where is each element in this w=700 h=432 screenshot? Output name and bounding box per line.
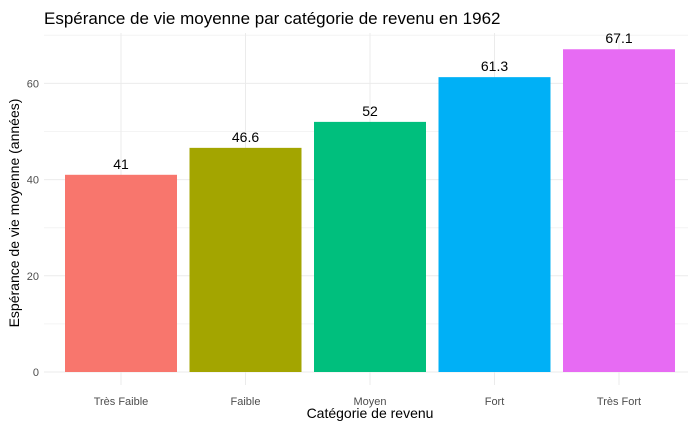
- data-labels: 41 46.6 52 61.3 67.1: [113, 30, 633, 172]
- x-tick-label: Moyen: [353, 396, 386, 408]
- data-label: 46.6: [232, 129, 259, 145]
- x-tick-label: Faible: [231, 396, 261, 408]
- data-label: 61.3: [481, 58, 508, 74]
- y-tick-label: 20: [27, 271, 39, 283]
- data-label: 41: [113, 156, 129, 172]
- x-tick-label: Très Fort: [597, 396, 641, 408]
- bar: [189, 147, 302, 372]
- x-axis-title: Catégorie de revenu: [307, 405, 434, 421]
- x-axis-ticks: Très Faible Faible Moyen Fort Très Fort: [94, 396, 641, 408]
- y-tick-label: 60: [27, 78, 39, 90]
- bar: [314, 121, 426, 372]
- chart-title: Espérance de vie moyenne par catégorie d…: [44, 9, 500, 28]
- bars: [65, 49, 675, 373]
- y-tick-label: 40: [27, 175, 39, 187]
- x-tick-label: Très Faible: [94, 396, 149, 408]
- bar: [563, 49, 675, 373]
- y-axis-ticks: 0 20 40 60: [27, 78, 39, 379]
- x-tick-label: Fort: [485, 396, 505, 408]
- bar: [65, 174, 177, 372]
- data-label: 67.1: [605, 30, 632, 46]
- y-axis-title: Espérance de vie moyenne (années): [6, 99, 22, 328]
- bar: [438, 77, 551, 372]
- y-tick-label: 0: [33, 367, 39, 379]
- data-label: 52: [362, 103, 378, 119]
